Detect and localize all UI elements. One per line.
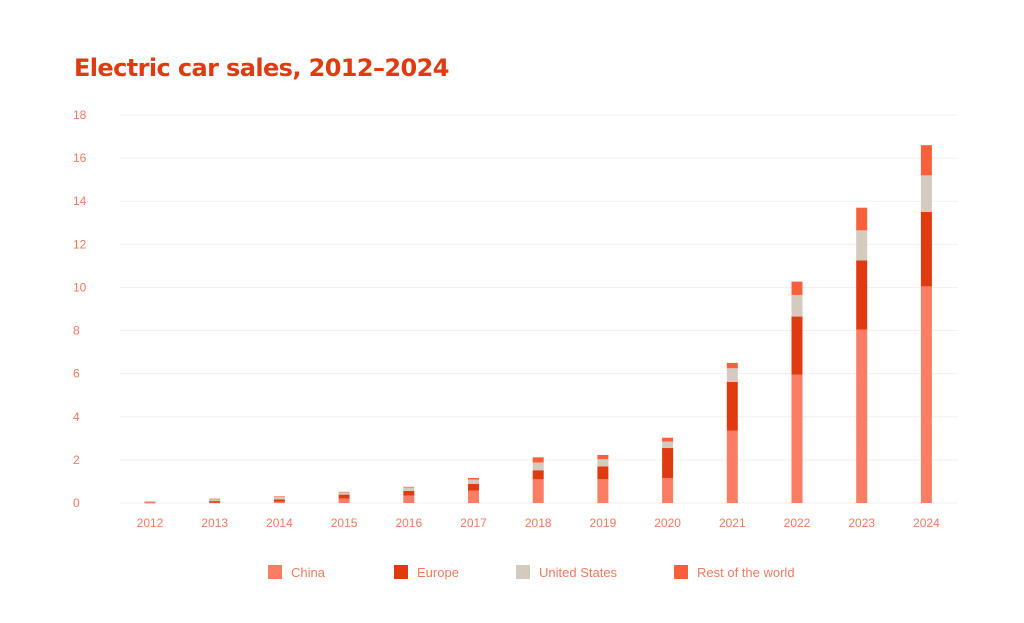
x-tick-label: 2023 — [848, 516, 875, 530]
bar-segment-china-2023 — [856, 329, 868, 503]
x-tick-label: 2012 — [137, 516, 164, 530]
legend-item-europe: Europe — [394, 563, 459, 581]
bar-segment-china-2014 — [273, 501, 285, 503]
x-tick-label: 2018 — [525, 516, 552, 530]
y-tick-label: 8 — [73, 324, 80, 338]
bar-segment-china-2024 — [920, 286, 932, 503]
y-tick-label: 2 — [73, 453, 80, 467]
bar-segment-rest-of-the-world-2013 — [209, 498, 221, 500]
y-tick-label: 12 — [73, 237, 87, 251]
legend-item-china: China — [268, 563, 325, 581]
bar-segment-europe-2012 — [144, 502, 156, 503]
bar-segment-china-2016 — [403, 495, 415, 503]
y-tick-label: 4 — [73, 410, 80, 424]
x-tick-label: 2022 — [784, 516, 811, 530]
bar-segment-rest-of-the-world-2019 — [597, 454, 609, 460]
bar-segment-china-2018 — [532, 479, 544, 503]
legend-swatch-united-states — [516, 565, 530, 579]
bar-segment-europe-2021 — [726, 381, 738, 431]
bar-segment-rest-of-the-world-2018 — [532, 457, 544, 463]
bar-segment-rest-of-the-world-2024 — [920, 145, 932, 176]
bar-segment-united-states-2024 — [920, 175, 932, 212]
y-tick-label: 14 — [73, 194, 87, 208]
bar-segment-china-2017 — [468, 490, 479, 503]
bar-segment-rest-of-the-world-2023 — [856, 207, 868, 231]
bar-segment-rest-of-the-world-2016 — [403, 486, 415, 488]
legend-swatch-china — [268, 565, 282, 579]
y-axis-ticks: 0 2 4 6 8 10 12 14 16 18 — [73, 108, 87, 510]
bar-segment-united-states-2014 — [273, 496, 285, 500]
x-tick-label: 2020 — [654, 516, 681, 530]
bar-segment-united-states-2018 — [532, 462, 544, 471]
y-tick-label: 18 — [73, 108, 87, 122]
bar-segment-china-2012 — [144, 502, 156, 504]
x-tick-label: 2014 — [266, 516, 293, 530]
bar-segment-rest-of-the-world-2020 — [662, 437, 674, 442]
bar-segment-europe-2013 — [209, 501, 221, 503]
bar-segment-china-2021 — [726, 430, 738, 503]
legend-label-europe: Europe — [417, 564, 459, 580]
bar-segment-europe-2018 — [532, 470, 544, 480]
y-tick-label: 0 — [73, 496, 80, 510]
bar-segment-europe-2014 — [273, 499, 285, 502]
bar-segment-united-states-2021 — [726, 368, 738, 382]
legend: China Europe United States Rest of the w… — [268, 563, 828, 581]
legend-item-rest-of-the-world: Rest of the world — [674, 563, 795, 581]
x-tick-label: 2017 — [460, 516, 487, 530]
legend-label-china: China — [291, 564, 325, 580]
legend-item-united-states: United States — [516, 563, 617, 581]
chart-title: Electric car sales, 2012–2024 — [74, 54, 449, 82]
x-tick-label: 2019 — [590, 516, 617, 530]
bar-segment-united-states-2013 — [209, 498, 221, 502]
bar-segment-rest-of-the-world-2017 — [468, 477, 479, 480]
bar-segment-china-2022 — [791, 374, 803, 503]
y-tick-label: 6 — [73, 367, 80, 381]
y-tick-label: 16 — [73, 151, 87, 165]
bar-segment-china-2015 — [338, 498, 350, 503]
legend-label-rest-of-the-world: Rest of the world — [697, 564, 795, 580]
bar-segment-europe-2023 — [856, 260, 868, 330]
bar-segment-china-2019 — [597, 479, 609, 503]
bar-segment-china-2020 — [662, 478, 674, 503]
bar-segment-united-states-2012 — [144, 501, 156, 503]
bar-segment-united-states-2019 — [597, 459, 609, 467]
bar-segment-europe-2016 — [403, 490, 415, 496]
bar-segment-united-states-2015 — [338, 492, 350, 495]
bar-segment-europe-2019 — [597, 466, 609, 480]
bar-segment-europe-2015 — [338, 494, 350, 499]
bar-segment-europe-2017 — [468, 483, 479, 491]
bar-segment-rest-of-the-world-2021 — [726, 362, 738, 369]
x-tick-label: 2016 — [395, 516, 422, 530]
bar-segment-united-states-2022 — [791, 294, 803, 317]
bar-segment-united-states-2023 — [856, 230, 868, 261]
bar-segment-china-2013 — [209, 502, 221, 504]
bar-segment-united-states-2016 — [403, 487, 415, 491]
legend-label-united-states: United States — [539, 564, 618, 580]
x-axis-ticks: 2012 2013 2014 2015 2016 2017 2018 2019 2020 2021… — [137, 516, 940, 530]
x-tick-label: 2013 — [201, 516, 228, 530]
bar-segment-united-states-2020 — [662, 441, 674, 449]
x-tick-label: 2024 — [913, 516, 940, 530]
bar-segment-europe-2024 — [920, 212, 932, 287]
bar-segment-europe-2020 — [662, 448, 674, 479]
y-tick-label: 10 — [73, 280, 87, 294]
bars — [144, 145, 932, 504]
gridlines — [120, 114, 958, 504]
x-tick-label: 2021 — [719, 516, 746, 530]
legend-swatch-europe — [394, 565, 408, 579]
bar-segment-united-states-2017 — [468, 479, 479, 484]
bar-segment-europe-2022 — [791, 316, 803, 375]
x-tick-label: 2015 — [331, 516, 358, 530]
legend-swatch-rest-of-the-world — [674, 565, 688, 579]
bar-segment-rest-of-the-world-2015 — [338, 491, 350, 493]
bar-segment-rest-of-the-world-2022 — [791, 281, 803, 295]
bar-segment-rest-of-the-world-2014 — [273, 496, 285, 497]
